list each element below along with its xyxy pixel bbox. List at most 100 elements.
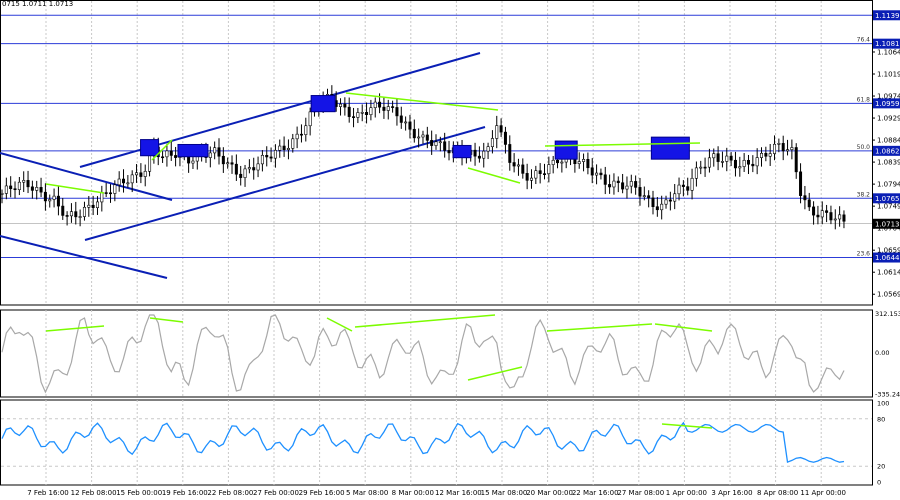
candle-body	[126, 182, 130, 185]
candle-body	[230, 162, 234, 165]
resistance-zone	[650, 136, 690, 160]
candle-body	[91, 204, 95, 208]
candle-body	[503, 131, 507, 145]
time-axis-label: 3 Apr 16:00	[711, 489, 752, 497]
candle-body	[647, 195, 651, 199]
candle-body	[425, 134, 429, 141]
candle-body	[612, 180, 616, 188]
fib-price-label: 1.1081	[875, 40, 900, 48]
candle-body	[122, 178, 126, 184]
fib-price-badge	[873, 145, 900, 156]
current-price-badge	[873, 218, 900, 229]
fib-price-label: 1.0644	[875, 254, 900, 262]
stochastic-axis-label: 100	[877, 400, 889, 408]
candle-body	[803, 195, 807, 201]
time-axis-label: 7 Feb 16:00	[27, 489, 68, 497]
cci-axis-label: 312.1539	[875, 310, 900, 318]
time-axis-label: 27 Mar 08:00	[617, 489, 664, 497]
candle-body	[395, 107, 399, 117]
candle-body	[265, 155, 269, 158]
time-axis-label: 19 Feb 16:00	[162, 489, 208, 497]
candle-body	[356, 112, 360, 118]
candle-body	[751, 163, 755, 167]
candle-body	[495, 125, 499, 139]
candle-body	[360, 111, 364, 114]
fib-price-label: 1.0959	[875, 100, 900, 108]
time-axis-label: 8 Mar 00:00	[392, 489, 434, 497]
candle-body	[742, 159, 746, 167]
candle-body	[260, 155, 264, 165]
candle-body	[0, 193, 4, 195]
candle-body	[651, 197, 655, 207]
candle-body	[794, 147, 798, 173]
candle-body	[308, 111, 312, 127]
divergence-line	[345, 92, 499, 111]
candle-body	[551, 159, 555, 165]
candle-body	[556, 159, 560, 164]
candle-body	[660, 203, 664, 211]
candle-body	[295, 133, 299, 140]
candle-body	[373, 101, 377, 109]
candle-body	[208, 152, 212, 158]
candle-body	[733, 159, 737, 169]
candle-body	[286, 148, 290, 151]
cci-divergence-line	[546, 323, 653, 332]
candle-body	[221, 155, 225, 165]
price-axis-label: 1.0884	[877, 137, 900, 145]
resistance-zone	[177, 143, 209, 158]
candle-body	[443, 141, 447, 151]
candle-body	[716, 153, 720, 162]
price-axis-label: 1.0929	[877, 115, 900, 123]
time-axis-label: 20 Mar 00:00	[526, 489, 573, 497]
candle-body	[608, 184, 612, 188]
resistance-zone	[452, 144, 472, 159]
candle-body	[269, 156, 273, 159]
cci-divergence-line	[326, 317, 353, 332]
candle-body	[273, 150, 277, 159]
candle-body	[22, 180, 26, 183]
candle-body	[538, 170, 542, 174]
candle-body	[243, 168, 247, 178]
candle-body	[256, 163, 260, 171]
stochastic-line	[1, 421, 845, 464]
candle-body	[547, 164, 551, 175]
candle-body	[217, 147, 221, 157]
candle-body	[430, 140, 434, 146]
candle-body	[755, 157, 759, 167]
candle-body	[347, 106, 351, 117]
candle-body	[738, 166, 742, 169]
candle-body	[521, 164, 525, 174]
candle-body	[386, 106, 390, 111]
candle-body	[825, 210, 829, 213]
candle-body	[26, 180, 30, 188]
price-axis-label: 1.0839	[877, 159, 900, 167]
candle-body	[686, 186, 690, 191]
candle-body	[65, 215, 69, 217]
cci-axis-label: -335.2470	[875, 390, 900, 398]
candle-body	[35, 187, 39, 191]
time-axis-label: 11 Apr 00:00	[800, 489, 846, 497]
price-axis-label: 1.0749	[877, 203, 900, 211]
candle-body	[109, 192, 113, 195]
candle-body	[213, 147, 217, 154]
candle-body	[239, 173, 243, 178]
candle-body	[82, 206, 86, 217]
fib-price-badge	[873, 38, 900, 49]
cci-axis-label: 0.00	[875, 349, 889, 357]
candle-body	[473, 149, 477, 157]
candle-body	[499, 125, 503, 133]
candle-body	[759, 152, 763, 158]
candle-body	[812, 206, 816, 216]
fib-price-badge	[873, 193, 900, 204]
time-axis-label: 12 Feb 08:00	[71, 489, 117, 497]
candle-body	[43, 191, 47, 202]
candle-body	[4, 185, 8, 194]
candle-body	[729, 155, 733, 161]
candle-body	[799, 171, 803, 196]
candle-body	[447, 150, 451, 154]
fib-price-badge	[873, 98, 900, 109]
candle-body	[542, 173, 546, 175]
time-axis-label: 29 Feb 16:00	[299, 489, 345, 497]
candle-body	[638, 187, 642, 197]
